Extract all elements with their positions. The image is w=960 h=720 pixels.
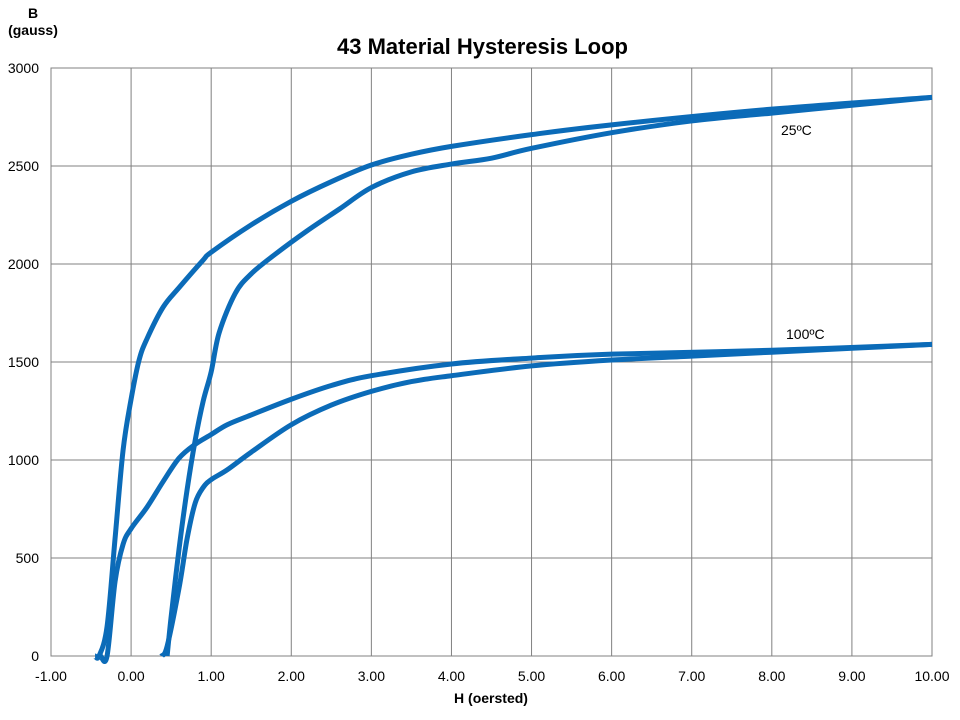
x-tick-label: 1.00 [198,668,225,684]
series-label-100c: 100ºC [786,326,825,342]
tick-labels: -1.00 0.00 1.00 2.00 3.00 4.00 5.00 6.00 7.00 8.0… [8,60,950,684]
y-axis-unit: (gauss) [8,22,58,38]
series-line-25c-descending [93,94,933,661]
series-line-100c-descending [98,341,933,664]
x-tick-label: 4.00 [438,668,465,684]
series-lines [93,94,933,664]
y-tick-label: 1500 [8,354,39,370]
y-tick-label: 0 [31,648,39,664]
x-tick-label: 0.00 [117,668,144,684]
x-tick-label: -1.00 [35,668,67,684]
x-tick-label: 9.00 [838,668,865,684]
x-tick-label: 5.00 [518,668,545,684]
x-tick-label: 8.00 [758,668,785,684]
y-tick-label: 2500 [8,158,39,174]
y-tick-label: 500 [16,550,40,566]
y-axis-symbol: B [27,5,39,21]
x-tick-label: 10.00 [914,668,949,684]
series-line-25c-ascending [164,94,933,657]
y-tick-label: 2000 [8,256,39,272]
x-tick-label: 7.00 [678,668,705,684]
series-label-25c: 25ºC [781,122,812,138]
x-tick-label: 3.00 [358,668,385,684]
y-tick-label: 1000 [8,452,39,468]
chart-title: 43 Material Hysteresis Loop [336,34,628,59]
series-line-100c-ascending [159,341,933,658]
x-tick-label: 2.00 [278,668,305,684]
x-axis-title: H (oersted) [454,690,528,706]
y-tick-label: 3000 [8,60,39,76]
x-tick-label: 6.00 [598,668,625,684]
